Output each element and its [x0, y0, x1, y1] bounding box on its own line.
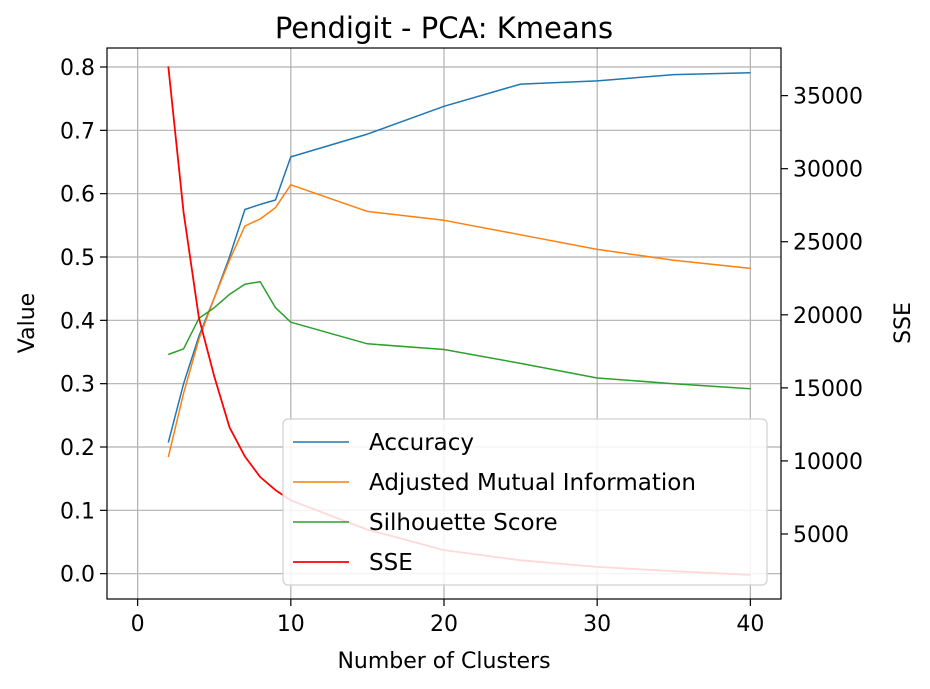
series-line-adjusted-mutual-information: [167, 184, 751, 458]
y-axis-ticks: 0.0 0.1 0.2 0.3 0.4 0.5 0.6 0.7 0.8: [60, 56, 107, 588]
y2-tick-label: 20000: [793, 304, 863, 329]
y2-axis-label: SSE: [891, 302, 916, 344]
y-tick-label: 0.4: [60, 309, 95, 334]
x-tick-label: 40: [736, 612, 764, 637]
y2-tick-label: 30000: [793, 158, 863, 183]
y-tick-label: 0.8: [60, 56, 95, 81]
y-tick-label: 0.5: [60, 246, 95, 271]
series-line-silhouette-score: [168, 280, 751, 390]
legend-label: Accuracy: [369, 430, 474, 456]
x-tick-label: 20: [430, 612, 458, 637]
x-tick-label: 30: [583, 612, 611, 637]
x-tick-label: 0: [131, 612, 145, 637]
y-tick-label: 0.7: [60, 119, 95, 144]
legend-label: Silhouette Score: [369, 510, 558, 536]
y-tick-label: 0.1: [60, 499, 95, 524]
y-tick-label: 0.3: [60, 373, 95, 398]
y-tick-label: 0.6: [60, 183, 95, 208]
legend-box: [282, 418, 768, 586]
y-axis-label: Value: [15, 293, 40, 353]
x-axis-ticks: 0 10 20 30 40: [131, 599, 764, 637]
y2-tick-label: 25000: [793, 231, 863, 256]
legend-label: SSE: [369, 550, 413, 576]
x-tick-label: 10: [277, 612, 305, 637]
y-tick-label: 0.0: [60, 563, 95, 588]
y2-tick-label: 10000: [793, 450, 863, 475]
legend-label: Adjusted Mutual Information: [369, 470, 696, 496]
chart-title: Pendigit - PCA: Kmeans: [275, 11, 613, 45]
y-tick-label: 0.2: [60, 436, 95, 461]
y2-tick-label: 15000: [793, 377, 863, 402]
legend: Accuracy Adjusted Mutual Information Silho…: [282, 418, 768, 586]
y2-tick-label: 5000: [793, 523, 849, 548]
x-axis-label: Number of Clusters: [337, 649, 550, 674]
y2-tick-label: 35000: [793, 85, 863, 110]
y2-axis-ticks: 5000 10000 15000 20000 25000 30000 35000: [781, 85, 863, 548]
